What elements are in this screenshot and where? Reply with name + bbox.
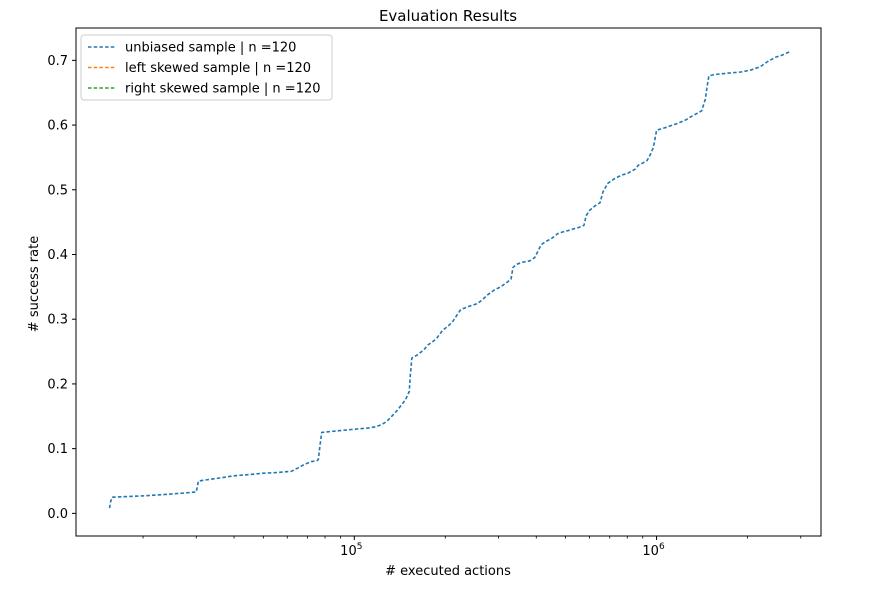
x-tick-label-base: 10	[642, 544, 659, 559]
y-tick-label: 0.6	[47, 119, 68, 134]
x-tick-label-exponent: 5	[357, 542, 363, 552]
x-axis: 105 106	[142, 536, 802, 559]
legend: unbiased sample | n =120 left skewed samp…	[80, 34, 333, 101]
y-tick-label: 0.4	[47, 248, 68, 263]
chart-title: Evaluation Results	[379, 7, 517, 25]
y-tick-label: 0.2	[47, 377, 68, 392]
series-layer	[108, 51, 790, 509]
x-tick-label-base: 10	[340, 544, 357, 559]
y-axis-title: # success rate	[27, 236, 42, 332]
legend-label-0: unbiased sample | n =120	[125, 41, 296, 56]
y-tick-label: 0.0	[47, 507, 68, 522]
legend-box	[80, 34, 333, 101]
axes-frame	[75, 27, 822, 537]
legend-label-2: right skewed sample | n =120	[125, 82, 321, 97]
y-axis: 0.0 0.1 0.2 0.3 0.4 0.5 0.6 0.7	[47, 54, 76, 522]
x-axis-title: # executed actions	[385, 564, 511, 579]
y-tick-label: 0.3	[47, 313, 68, 328]
y-tick-label: 0.1	[47, 442, 68, 457]
plot-area	[75, 27, 822, 537]
y-tick-label: 0.7	[47, 54, 68, 69]
x-tick-label: 106	[642, 542, 665, 559]
x-tick-label: 105	[340, 542, 362, 559]
series-line-0	[108, 51, 790, 509]
y-tick-label: 0.5	[47, 183, 68, 198]
legend-label-1: left skewed sample | n =120	[125, 61, 311, 76]
x-tick-label-exponent: 6	[659, 542, 665, 552]
